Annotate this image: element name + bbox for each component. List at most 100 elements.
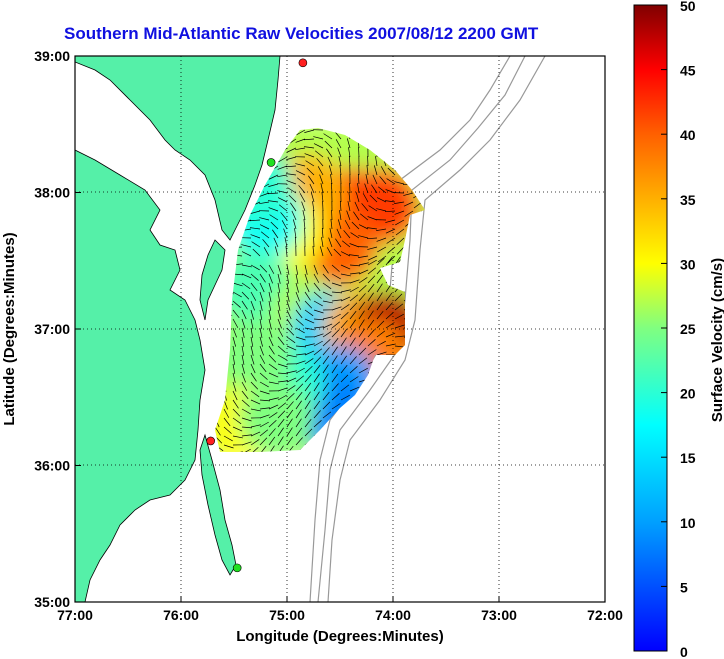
colorbar: 0 5 10 15 20 25 30 35 40 45 50 Surface Velocity (c… <box>633 0 724 659</box>
velocity-arrow <box>344 220 351 230</box>
y-tick-label: 39:00 <box>34 48 70 64</box>
velocity-arrow <box>260 231 270 239</box>
velocity-arrow <box>313 309 324 314</box>
velocity-arrow <box>259 381 269 388</box>
velocity-arrow <box>313 273 320 283</box>
velocity-arrow <box>339 201 342 212</box>
velocity-arrow <box>331 393 340 401</box>
velocity-arrow <box>277 380 288 383</box>
velocity-arrow <box>349 279 360 284</box>
velocity-arrow <box>250 363 256 374</box>
velocity-arrow <box>340 337 347 347</box>
velocity-arrow <box>268 192 279 195</box>
velocity-arrow <box>241 417 252 422</box>
velocity-arrow <box>250 372 257 382</box>
velocity-arrow <box>348 192 351 203</box>
velocity-arrow <box>250 219 261 222</box>
velocity-arrow <box>232 354 236 365</box>
velocity-arrow <box>250 309 254 320</box>
velocity-arrow <box>259 264 268 273</box>
velocity-arrow <box>304 418 312 428</box>
velocity-arrow <box>340 289 351 293</box>
velocity-arrow <box>353 211 360 221</box>
velocity-arrow <box>335 139 342 149</box>
velocity-arrow <box>277 264 282 275</box>
velocity-arrow <box>250 354 255 365</box>
velocity-arrow <box>304 400 311 410</box>
velocity-arrow <box>259 354 266 364</box>
velocity-arrow <box>295 375 305 383</box>
velocity-arrow <box>223 426 232 434</box>
x-tick-label: 76:00 <box>163 607 199 623</box>
velocity-arrow <box>277 410 286 419</box>
y-tick-label: 37:00 <box>34 321 70 337</box>
velocity-arrow <box>295 264 299 275</box>
velocity-arrow <box>304 327 315 331</box>
velocity-arrow <box>322 411 332 419</box>
velocity-arrow <box>250 327 254 338</box>
velocity-arrow <box>232 390 238 401</box>
velocity-arrow <box>286 273 290 284</box>
velocity-arrow <box>295 391 303 401</box>
velocity-arrow <box>241 372 246 383</box>
velocity-arrow <box>385 256 393 266</box>
velocity-arrow <box>268 336 274 347</box>
y-tick-label: 35:00 <box>34 594 70 610</box>
velocity-arrow <box>259 318 263 329</box>
velocity-arrow <box>250 227 261 230</box>
velocity-arrow <box>322 264 329 274</box>
velocity-arrow <box>304 365 313 374</box>
velocity-arrow <box>241 408 251 415</box>
velocity-arrow <box>376 283 383 293</box>
velocity-arrow <box>259 372 268 380</box>
velocity-arrow <box>286 318 293 328</box>
velocity-arrow <box>286 156 297 160</box>
velocity-arrow <box>322 291 333 297</box>
velocity-arrow <box>348 147 351 158</box>
x-tick-label: 74:00 <box>375 607 411 623</box>
velocity-arrow <box>232 309 240 319</box>
velocity-arrow <box>376 274 384 284</box>
velocity-arrow <box>277 165 288 170</box>
velocity-arrow <box>380 166 387 176</box>
velocity-arrow <box>358 255 369 258</box>
velocity-arrow <box>385 312 394 320</box>
velocity-arrow <box>377 186 387 194</box>
velocity-arrow <box>322 355 330 365</box>
velocity-arrow <box>358 337 366 347</box>
velocity-arrow <box>387 255 396 264</box>
velocity-arrow <box>309 183 315 194</box>
velocity-arrow <box>358 284 367 293</box>
velocity-arrow <box>286 345 297 351</box>
radar-site-marker <box>298 58 308 68</box>
velocity-arrow <box>376 292 383 302</box>
radar-site-marker <box>266 158 276 167</box>
velocity-arrow <box>321 192 324 203</box>
velocity-arrow <box>259 390 270 395</box>
velocity-arrow <box>314 150 324 158</box>
velocity-arrow <box>313 291 322 299</box>
velocity-arrow <box>335 238 342 248</box>
velocity-arrow <box>259 414 270 419</box>
velocity-arrow <box>308 175 315 185</box>
velocity-arrow <box>232 435 243 439</box>
velocity-arrow <box>250 446 259 452</box>
velocity-arrow <box>358 293 366 302</box>
velocity-arrow <box>349 310 357 320</box>
velocity-arrow <box>295 300 302 310</box>
velocity-arrow <box>310 192 315 203</box>
velocity-arrow <box>286 392 295 401</box>
velocity-arrow <box>322 391 330 401</box>
velocity-arrow <box>295 418 302 428</box>
velocity-arrow <box>299 193 306 203</box>
velocity-arrow <box>359 213 369 221</box>
land <box>75 56 281 602</box>
velocity-arrow <box>223 444 234 449</box>
velocity-arrow <box>404 210 414 217</box>
velocity-arrow <box>286 327 295 336</box>
velocity-arrow <box>331 337 339 347</box>
plot-area <box>75 56 605 602</box>
velocity-arrow <box>223 417 231 427</box>
velocity-arrow <box>232 399 239 409</box>
velocity-arrow <box>232 408 241 417</box>
